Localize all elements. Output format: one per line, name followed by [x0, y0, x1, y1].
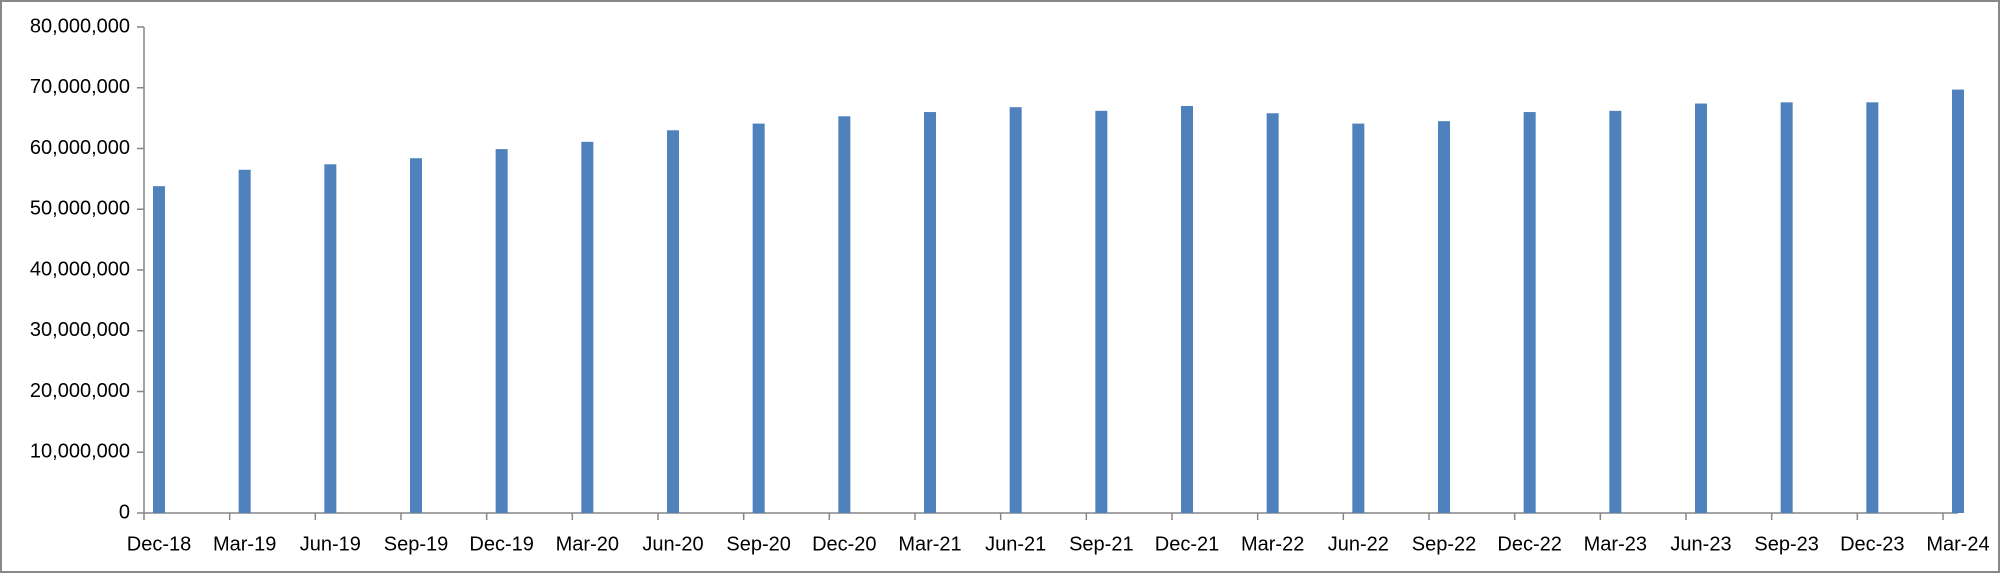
x-tick-label: Mar-24: [1926, 533, 1989, 555]
x-tick-label: Mar-22: [1241, 533, 1304, 555]
bar: [924, 112, 936, 514]
bar: [153, 186, 165, 514]
bar: [1352, 123, 1365, 513]
bar: [838, 116, 851, 514]
x-tick-label: Sep-21: [1069, 533, 1134, 555]
bar: [1695, 103, 1707, 514]
x-tick-label: Mar-23: [1584, 533, 1647, 555]
x-tick-label: Dec-20: [812, 533, 876, 555]
y-tick-label: 50,000,000: [30, 198, 130, 220]
x-tick-label: Jun-22: [1328, 533, 1389, 555]
x-tick-label: Jun-23: [1670, 533, 1731, 555]
y-tick-label: 60,000,000: [30, 137, 130, 159]
x-tick-label: Dec-21: [1155, 533, 1219, 555]
bar: [238, 169, 251, 513]
bar: [1609, 110, 1622, 514]
y-tick-label: 70,000,000: [30, 76, 130, 98]
x-tick-label: Mar-20: [556, 533, 619, 555]
y-tick-label: 30,000,000: [30, 319, 130, 341]
bar: [1523, 112, 1536, 514]
y-tick-label: 10,000,000: [30, 441, 130, 463]
bar: [495, 149, 508, 514]
x-tick-label: Sep-22: [1412, 533, 1477, 555]
x-tick-label: Jun-19: [300, 533, 361, 555]
bar: [410, 158, 422, 513]
x-tick-label: Jun-20: [642, 533, 703, 555]
x-tick-label: Dec-19: [469, 533, 533, 555]
y-tick-label: 20,000,000: [30, 380, 130, 402]
bar: [1009, 107, 1022, 513]
x-tick-label: Sep-19: [384, 533, 449, 555]
x-tick-label: Mar-21: [898, 533, 961, 555]
bar: [1780, 102, 1793, 513]
x-tick-label: Dec-22: [1497, 533, 1561, 555]
x-tick-label: Sep-23: [1754, 533, 1819, 555]
bar: [1866, 102, 1879, 513]
bar: [752, 123, 765, 513]
y-tick-label: 40,000,000: [30, 258, 130, 280]
x-tick-label: Mar-19: [213, 533, 276, 555]
bar: [1266, 113, 1279, 513]
bar: [1952, 89, 1964, 513]
bar: [1438, 121, 1450, 513]
x-tick-label: Dec-23: [1840, 533, 1904, 555]
bar: [1181, 105, 1193, 513]
x-tick-label: Sep-20: [726, 533, 791, 555]
x-tick-label: Jun-21: [985, 533, 1046, 555]
bar: [324, 164, 337, 514]
y-tick-label: 0: [119, 501, 130, 523]
x-tick-label: Dec-18: [127, 533, 191, 555]
bar: [581, 141, 594, 513]
y-tick-label: 80,000,000: [30, 15, 130, 37]
bar: [1095, 110, 1108, 514]
bar: [667, 130, 679, 513]
